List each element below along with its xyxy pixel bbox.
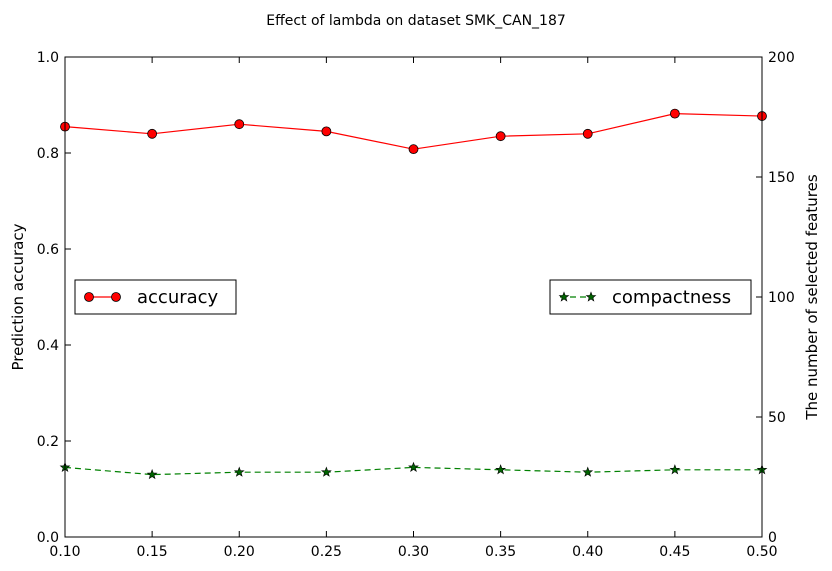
accuracy-point (582, 128, 593, 139)
y-axis-left-label: Prediction accuracy (9, 223, 27, 370)
legend-marker (558, 291, 570, 302)
accuracy-point (147, 128, 158, 139)
compactness-point (582, 466, 594, 477)
x-tick-label: 0.35 (485, 544, 516, 560)
x-tick-label: 0.50 (746, 544, 777, 560)
series-accuracy (60, 108, 767, 155)
compactness-point (408, 461, 419, 472)
x-tick-label: 0.15 (137, 544, 168, 560)
compactness-point (146, 468, 158, 480)
y-right-tick-label: 0 (768, 530, 777, 546)
legend-compactness: compactness (549, 279, 752, 315)
compactness-point (233, 466, 245, 477)
compactness-line (64, 466, 762, 476)
y-left-tick-label: 0.4 (37, 338, 59, 354)
legend-marker (585, 291, 597, 302)
y-left-tick-label: 0.0 (37, 530, 59, 546)
legend-label: compactness (612, 287, 731, 308)
y-right-tick-label: 200 (768, 50, 795, 66)
legend-marker (111, 292, 121, 302)
x-tick-label: 0.30 (398, 544, 429, 560)
legend-accuracy: accuracy (74, 279, 237, 315)
y-axis-right-label: The number of selected features (803, 174, 821, 420)
accuracy-point (495, 131, 506, 142)
accuracy-line (64, 113, 763, 150)
chart-title: Effect of lambda on dataset SMK_CAN_187 (266, 13, 566, 29)
compactness-point (669, 464, 681, 475)
y-right-tick-label: 50 (768, 410, 786, 426)
series-compactness (59, 461, 768, 480)
x-tick-label: 0.10 (49, 544, 80, 560)
y-axis-right: 0 50 100 150 200 (756, 50, 795, 546)
x-tick-label: 0.25 (311, 544, 342, 560)
y-left-tick-label: 0.6 (37, 242, 59, 258)
y-right-tick-label: 150 (768, 170, 795, 186)
compactness-point (495, 464, 507, 475)
x-axis: 0.10 0.15 0.20 0.25 0.30 0.35 0.40 0.45 0.50 (49, 57, 778, 560)
y-left-tick-label: 0.2 (37, 434, 59, 450)
y-right-tick-label: 100 (768, 290, 795, 306)
accuracy-point (408, 144, 419, 155)
y-left-tick-label: 0.8 (37, 146, 59, 162)
x-tick-label: 0.20 (224, 544, 255, 560)
accuracy-point (669, 108, 680, 119)
legend-label: accuracy (137, 287, 219, 308)
y-left-tick-label: 1.0 (37, 50, 59, 66)
accuracy-point (234, 119, 245, 130)
x-tick-label: 0.40 (572, 544, 603, 560)
accuracy-point (321, 126, 332, 137)
plot-area (59, 108, 768, 480)
y-axis-left: 0.0 0.2 0.4 0.6 0.8 1.0 (37, 50, 71, 546)
x-tick-label: 0.45 (659, 544, 690, 560)
legend-marker (84, 292, 94, 302)
compactness-point (320, 466, 332, 477)
